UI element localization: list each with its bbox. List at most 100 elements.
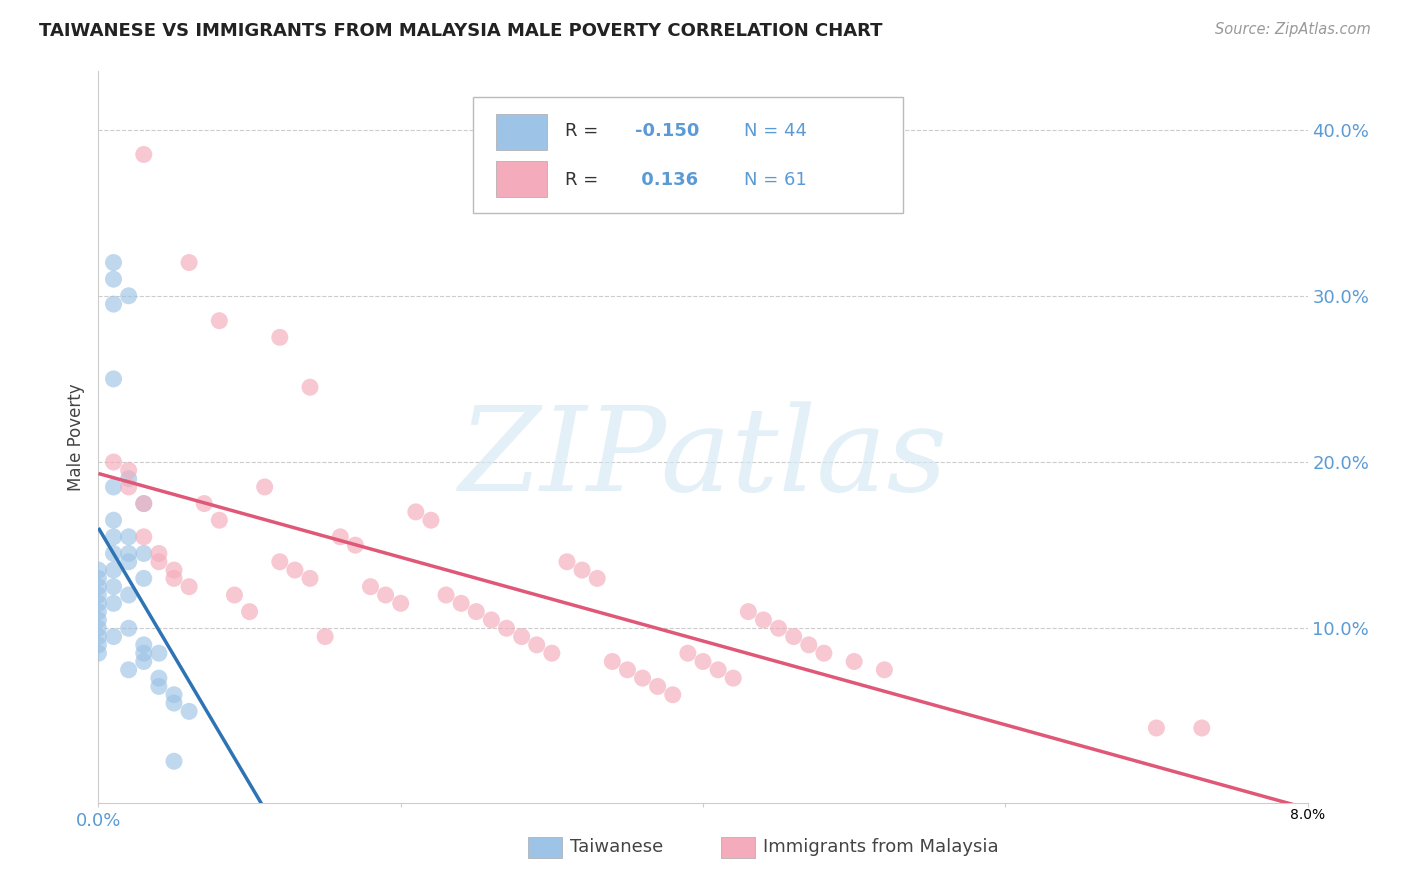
Point xyxy=(374,588,396,602)
Point xyxy=(87,588,110,602)
Point xyxy=(783,630,806,644)
Point xyxy=(269,330,291,344)
Point xyxy=(103,513,125,527)
Text: N = 44: N = 44 xyxy=(744,122,807,140)
Point xyxy=(103,630,125,644)
Point xyxy=(616,663,638,677)
Point xyxy=(389,596,412,610)
Point xyxy=(163,563,186,577)
Point xyxy=(103,255,125,269)
Point xyxy=(87,646,110,660)
Point xyxy=(132,646,155,660)
FancyBboxPatch shape xyxy=(496,114,547,151)
Point xyxy=(132,497,155,511)
Text: 0.136: 0.136 xyxy=(636,170,699,188)
Point xyxy=(602,655,624,669)
Point xyxy=(495,621,517,635)
Point xyxy=(103,297,125,311)
Text: R =: R = xyxy=(565,170,599,188)
Point xyxy=(118,289,141,303)
Point xyxy=(526,638,548,652)
Point xyxy=(647,680,669,694)
Point xyxy=(450,596,472,610)
Point xyxy=(103,546,125,560)
Text: Immigrants from Malaysia: Immigrants from Malaysia xyxy=(763,838,1000,855)
Point xyxy=(87,571,110,585)
FancyBboxPatch shape xyxy=(721,838,755,858)
Point xyxy=(465,605,488,619)
Point xyxy=(586,571,609,585)
Point xyxy=(148,646,170,660)
Text: TAIWANESE VS IMMIGRANTS FROM MALAYSIA MALE POVERTY CORRELATION CHART: TAIWANESE VS IMMIGRANTS FROM MALAYSIA MA… xyxy=(39,22,883,40)
Point xyxy=(118,546,141,560)
Text: ZIPatlas: ZIPatlas xyxy=(458,401,948,516)
Text: Source: ZipAtlas.com: Source: ZipAtlas.com xyxy=(1215,22,1371,37)
Point xyxy=(344,538,367,552)
Point xyxy=(103,530,125,544)
Point xyxy=(224,588,246,602)
Point xyxy=(253,480,276,494)
Point xyxy=(314,630,336,644)
Point xyxy=(132,147,155,161)
Point xyxy=(179,705,201,719)
Text: Taiwanese: Taiwanese xyxy=(569,838,664,855)
Point xyxy=(148,555,170,569)
Point xyxy=(299,571,322,585)
Point xyxy=(118,555,141,569)
FancyBboxPatch shape xyxy=(496,161,547,197)
Point xyxy=(132,571,155,585)
FancyBboxPatch shape xyxy=(474,97,903,212)
Point xyxy=(87,613,110,627)
Point xyxy=(103,480,125,494)
Text: -0.150: -0.150 xyxy=(636,122,700,140)
Point xyxy=(132,497,155,511)
Y-axis label: Male Poverty: Male Poverty xyxy=(67,384,86,491)
Point xyxy=(707,663,730,677)
Point xyxy=(752,613,775,627)
Point xyxy=(420,513,443,527)
Point xyxy=(163,696,186,710)
Point xyxy=(540,646,562,660)
Point xyxy=(118,463,141,477)
Point xyxy=(571,563,593,577)
Point xyxy=(661,688,683,702)
Point xyxy=(87,563,110,577)
Point xyxy=(87,605,110,619)
Point xyxy=(239,605,262,619)
Point xyxy=(103,596,125,610)
Point xyxy=(631,671,654,685)
Point xyxy=(676,646,699,660)
Point xyxy=(132,530,155,544)
Point xyxy=(510,630,533,644)
Point xyxy=(768,621,790,635)
Point xyxy=(692,655,714,669)
Point xyxy=(163,688,186,702)
Point xyxy=(405,505,427,519)
Point xyxy=(132,546,155,560)
Point xyxy=(148,546,170,560)
Point xyxy=(103,372,125,386)
Point xyxy=(118,588,141,602)
Point xyxy=(118,663,141,677)
Point xyxy=(148,671,170,685)
Point xyxy=(103,580,125,594)
Point xyxy=(299,380,322,394)
Point xyxy=(118,472,141,486)
Point xyxy=(813,646,835,660)
Point xyxy=(723,671,745,685)
Point xyxy=(1191,721,1213,735)
Point xyxy=(193,497,215,511)
Point xyxy=(284,563,307,577)
Point xyxy=(179,580,201,594)
Point xyxy=(87,630,110,644)
Point xyxy=(360,580,382,594)
Point xyxy=(148,680,170,694)
Point xyxy=(737,605,759,619)
Point xyxy=(434,588,457,602)
Point xyxy=(118,530,141,544)
Point xyxy=(844,655,866,669)
Text: R =: R = xyxy=(565,122,599,140)
Point xyxy=(163,754,186,768)
Point xyxy=(132,638,155,652)
Text: N = 61: N = 61 xyxy=(744,170,807,188)
